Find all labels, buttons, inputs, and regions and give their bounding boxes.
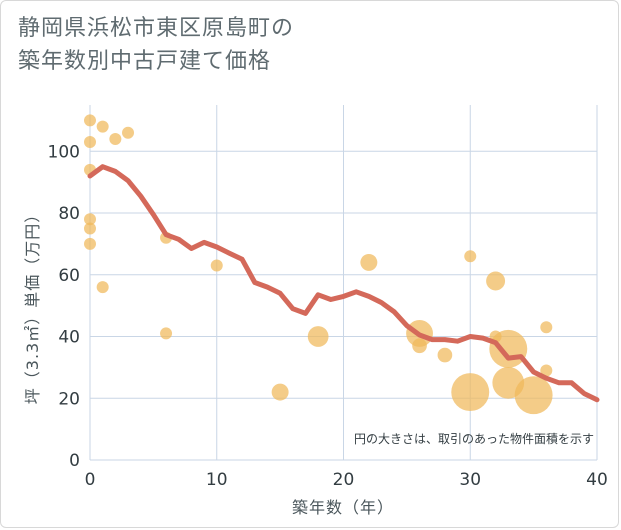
data-point: [540, 321, 553, 334]
data-point: [540, 364, 553, 377]
data-point: [84, 213, 96, 226]
data-point: [451, 373, 490, 412]
chart-title-line-1: 静岡県浜松市東区原島町の: [18, 16, 295, 41]
chart-title: 静岡県浜松市東区原島町の 築年数別中古戸建て価格: [18, 12, 294, 78]
data-point: [84, 114, 96, 127]
data-point: [412, 338, 427, 354]
y-tick-label: 20: [58, 389, 80, 409]
x-tick-label: 0: [85, 470, 96, 490]
data-point: [464, 250, 477, 263]
chart-title-line-2: 築年数別中古戸建て価格: [18, 49, 272, 74]
y-tick-label: 80: [58, 204, 80, 224]
y-axis-label: 坪（3.3㎡）単価（万円）: [23, 206, 42, 404]
y-tick-label: 0: [69, 451, 80, 471]
bubble-layer: [84, 114, 553, 415]
data-point: [271, 383, 289, 401]
x-tick-label: 10: [206, 470, 228, 490]
data-point: [84, 136, 96, 149]
data-point: [307, 326, 329, 347]
data-point: [96, 120, 109, 133]
y-tick-label: 100: [48, 142, 80, 162]
data-point: [122, 126, 135, 139]
tick-labels: 0 10 20 30 40 0 20 40 60 80 100: [48, 142, 608, 490]
x-tick-label: 40: [586, 470, 608, 490]
data-point: [109, 132, 122, 145]
data-point: [437, 347, 453, 363]
size-note: 円の大きさは、取引のあった物件面積を示す: [354, 431, 594, 446]
trend-line: [87, 164, 600, 403]
data-point: [360, 253, 378, 271]
data-point: [96, 281, 109, 294]
x-tick-label: 30: [459, 470, 481, 490]
data-point: [486, 271, 506, 291]
x-axis-label: 築年数（年）: [292, 498, 394, 517]
data-point: [210, 259, 223, 272]
x-tick-label: 20: [333, 470, 355, 490]
data-point: [84, 237, 96, 250]
y-tick-label: 40: [58, 328, 80, 348]
data-point: [84, 222, 96, 235]
data-point: [160, 327, 173, 340]
y-tick-label: 60: [58, 266, 80, 286]
data-point: [514, 376, 553, 415]
data-point: [489, 329, 528, 368]
